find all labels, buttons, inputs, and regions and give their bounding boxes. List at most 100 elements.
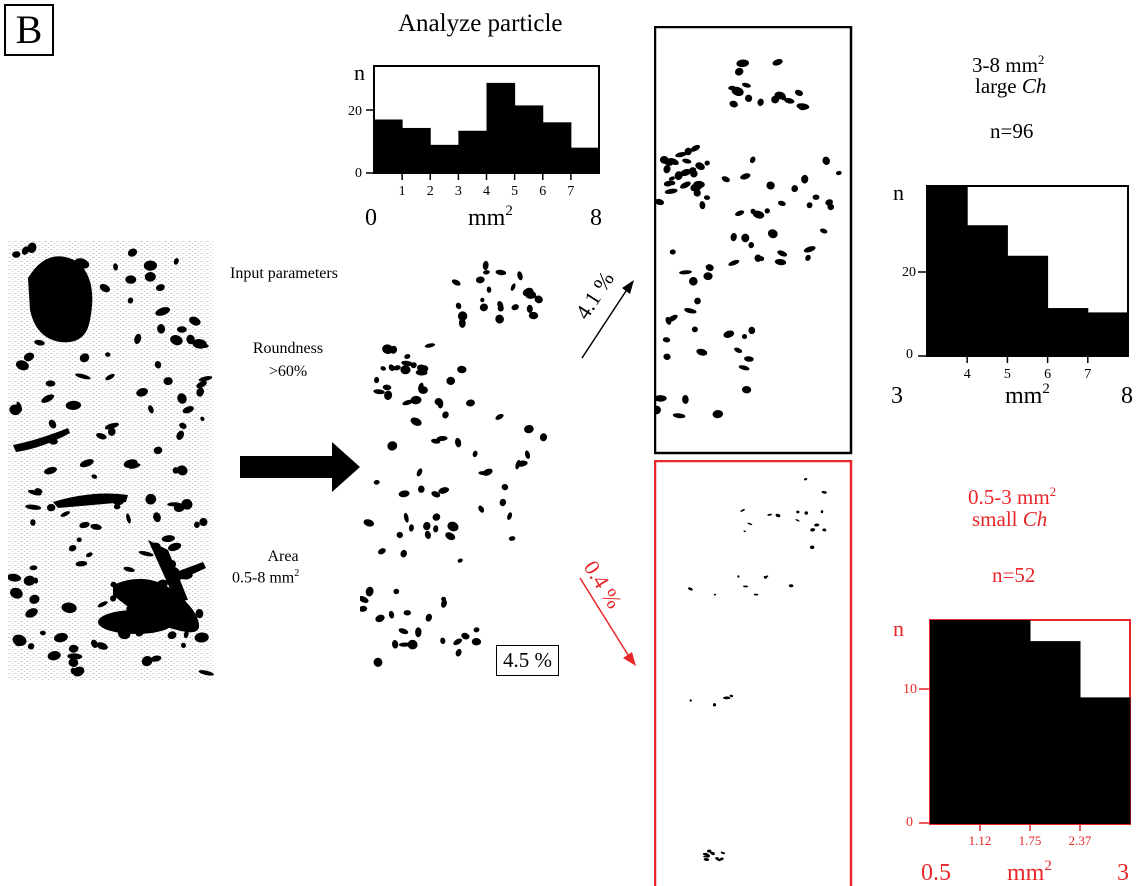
spec-dots-particle bbox=[176, 465, 188, 476]
large-dots-particle bbox=[791, 185, 799, 193]
roundness-value: >60% bbox=[268, 363, 308, 380]
spec-dots-particle bbox=[143, 260, 157, 271]
spec-dots-particle bbox=[25, 608, 38, 618]
mid-dots-particle bbox=[507, 512, 513, 520]
spec-dots-particle bbox=[91, 496, 102, 502]
mid-dots-particle bbox=[522, 287, 534, 297]
mid-dots-particle bbox=[495, 314, 504, 324]
small-x-unit: mm2 bbox=[1007, 858, 1052, 884]
large-bar-4 bbox=[1047, 308, 1089, 356]
spec-dots-particle bbox=[135, 631, 144, 637]
large-dots-particle bbox=[820, 228, 828, 234]
mid-dots-particle bbox=[526, 304, 533, 313]
small-dots-particle bbox=[788, 584, 794, 588]
mid-dots-particle bbox=[539, 433, 548, 442]
top-y-tick-0: 0 bbox=[355, 166, 362, 181]
spec-dots-particle bbox=[69, 284, 79, 291]
spec-dots-particle bbox=[47, 318, 53, 325]
large-ch-label: large Ch bbox=[975, 74, 1047, 98]
mid-dots-particle bbox=[393, 365, 401, 371]
top-bar-4 bbox=[458, 130, 487, 173]
spec-dots-particle bbox=[15, 360, 29, 371]
large-dots-particle bbox=[764, 208, 770, 214]
large-dots-particle bbox=[695, 162, 705, 171]
mid-dots-particle bbox=[398, 642, 411, 647]
small-dots-particle bbox=[720, 851, 726, 855]
top-bar-7 bbox=[542, 122, 572, 173]
small-x-tick-label-1: 1.12 bbox=[969, 833, 992, 848]
mid-dots-particle bbox=[478, 505, 485, 513]
spec-dots-particle bbox=[176, 430, 185, 440]
small-dots-particle bbox=[810, 545, 815, 550]
large-dots-particle bbox=[654, 395, 667, 402]
spec-dots-particle bbox=[49, 438, 58, 445]
small-dots-particle bbox=[707, 849, 712, 853]
large-dots-particle bbox=[688, 276, 698, 286]
spec-dots-particle bbox=[61, 602, 77, 614]
large-dots-particle bbox=[712, 409, 724, 419]
spec-dots-particle bbox=[189, 316, 201, 326]
spec-dots-particle bbox=[21, 246, 29, 255]
large-dots-particle bbox=[806, 202, 813, 209]
spec-dots-particle bbox=[96, 642, 108, 650]
large-x-max: 8 bbox=[1121, 383, 1133, 408]
spec-dots-particle bbox=[152, 542, 161, 548]
mid-dots-particle bbox=[446, 376, 455, 386]
large-dots-particle bbox=[822, 156, 830, 165]
mid-dots-particle bbox=[360, 596, 369, 603]
spec-dots-particle bbox=[142, 619, 148, 628]
mid-dots-particle bbox=[373, 479, 380, 485]
spec-dots-particle bbox=[48, 419, 57, 429]
spec-dots-particle bbox=[147, 599, 162, 609]
large-dots-particle bbox=[659, 155, 669, 164]
roundness-label: Roundness bbox=[252, 340, 324, 357]
mid-dots-particle bbox=[528, 311, 539, 320]
spec-dots-particle bbox=[28, 489, 42, 496]
spec-dots-particle bbox=[145, 493, 157, 505]
spec-dots-particle bbox=[179, 422, 187, 429]
spec-dots-particle bbox=[61, 305, 73, 315]
large-dots-particle bbox=[668, 176, 675, 181]
spec-dots-particle bbox=[163, 377, 173, 386]
small-x-ticks: 1.12 1.75 2.37 bbox=[969, 824, 1092, 848]
large-dots-particle bbox=[663, 164, 671, 174]
small-dots-particle bbox=[737, 575, 740, 578]
spec-dots-particle bbox=[30, 519, 36, 526]
large-x-min: 3 bbox=[891, 383, 903, 408]
mid-dots-particle bbox=[434, 397, 443, 406]
top-chart-title: Analyze particle bbox=[398, 10, 563, 37]
top-x-tick-label-3: 3 bbox=[455, 184, 462, 199]
mid-dots-particle bbox=[440, 637, 446, 644]
spec-dots-particle bbox=[153, 512, 161, 523]
spec-dots-particle bbox=[74, 258, 90, 269]
large-dots-particle bbox=[744, 356, 754, 362]
spec-dots-particle bbox=[72, 666, 85, 677]
large-dots-particle bbox=[812, 194, 820, 200]
mid-dots-particle bbox=[380, 366, 386, 371]
mid-dots-particle bbox=[382, 344, 394, 355]
mid-dots-particle bbox=[473, 627, 480, 633]
mid-dots-particle bbox=[432, 513, 441, 521]
large-histogram-bars bbox=[927, 186, 1129, 356]
spec-dots-particle bbox=[39, 630, 46, 636]
large-dots-particle bbox=[654, 405, 661, 415]
small-bar-3 bbox=[1030, 641, 1081, 824]
mid-dots-particle bbox=[416, 468, 423, 477]
spec-dots-particle bbox=[126, 626, 138, 632]
mid-dots-particle bbox=[373, 389, 385, 395]
spec-dots-particle bbox=[113, 504, 121, 510]
large-dots-particle bbox=[704, 160, 710, 166]
small-dots-particle bbox=[767, 513, 773, 516]
small-x-max: 3 bbox=[1117, 860, 1129, 884]
small-y-label: n bbox=[893, 616, 904, 641]
mid-dots-particle bbox=[515, 459, 521, 470]
small-bar-1 bbox=[930, 620, 981, 824]
mid-dots-particle bbox=[436, 435, 448, 442]
large-dots-particle bbox=[734, 67, 744, 76]
mid-dots-particle bbox=[424, 530, 431, 539]
small-dots-particle bbox=[703, 857, 710, 862]
small-dots-particle bbox=[803, 478, 808, 481]
small-dots-particle bbox=[747, 522, 753, 526]
small-dots-particle bbox=[743, 585, 748, 588]
spec-dots-particle bbox=[127, 297, 134, 304]
